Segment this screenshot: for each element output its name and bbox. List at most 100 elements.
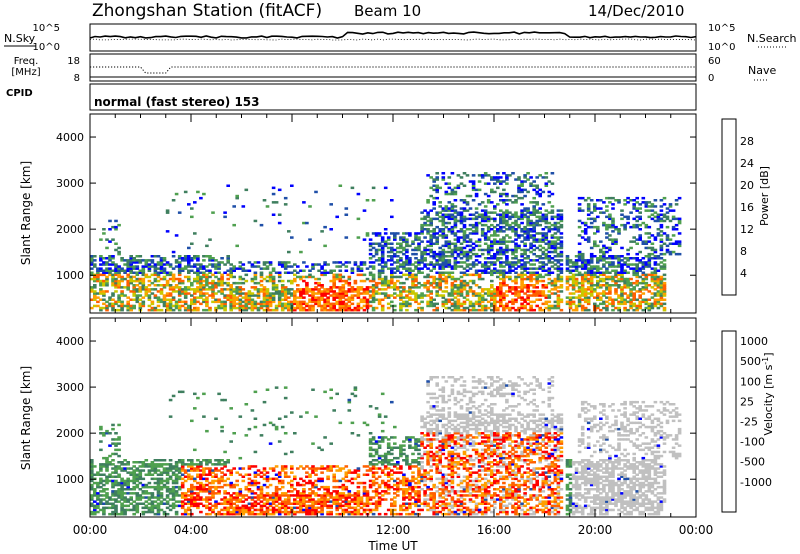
heatmap-cell <box>141 300 146 304</box>
heatmap-cell <box>141 463 146 466</box>
heatmap-cell <box>420 267 424 270</box>
heatmap-cell <box>174 304 179 308</box>
heatmap-cell <box>165 294 170 297</box>
heatmap-cell <box>502 273 506 277</box>
heatmap-cell <box>187 259 191 262</box>
heatmap-cell <box>544 234 549 237</box>
heatmap-cell <box>159 463 164 466</box>
heatmap-cell <box>165 304 170 308</box>
heatmap-cell <box>644 281 649 285</box>
heatmap-cell <box>147 290 152 293</box>
heatmap-cell <box>529 230 533 233</box>
heatmap-cell <box>641 201 646 204</box>
heatmap-cell <box>662 252 667 256</box>
heatmap-cell <box>156 279 161 283</box>
heatmap-cell <box>605 225 609 229</box>
heatmap-cell <box>120 286 124 289</box>
heatmap-cell <box>153 467 158 470</box>
heatmap-cell <box>390 215 394 219</box>
heatmap-cell <box>329 203 333 206</box>
heatmap-cell <box>593 225 597 229</box>
heatmap-cell <box>287 306 291 310</box>
heatmap-cell <box>502 188 506 192</box>
heatmap-cell <box>586 240 591 243</box>
heatmap-cell <box>399 275 403 279</box>
heatmap-cell <box>277 300 282 304</box>
heatmap-cell <box>638 211 642 214</box>
heatmap-cell <box>371 246 376 250</box>
heatmap-cell <box>608 261 612 264</box>
heatmap-cell <box>156 481 161 485</box>
heatmap-cell <box>632 298 636 301</box>
heatmap-cell <box>620 302 624 306</box>
heatmap-cell <box>665 248 670 252</box>
heatmap-cell <box>320 308 324 312</box>
heatmap-cell <box>405 300 409 304</box>
heatmap-cell <box>329 269 333 272</box>
heatmap-cell <box>217 281 221 285</box>
heatmap-cell <box>296 275 300 279</box>
heatmap-cell <box>338 269 343 272</box>
heatmap-cell <box>377 271 382 274</box>
heatmap-cell <box>505 263 509 266</box>
heatmap-cell <box>617 308 621 312</box>
heatmap-cell <box>556 228 561 231</box>
heatmap-cell <box>671 228 676 231</box>
heatmap-cell <box>623 284 627 287</box>
heatmap-cell <box>456 184 461 187</box>
heatmap-cell <box>496 234 500 237</box>
heatmap-cell <box>620 269 624 272</box>
heatmap-cell <box>671 234 676 237</box>
heatmap-cell <box>362 304 367 308</box>
heatmap-cell <box>641 263 646 266</box>
heatmap-cell <box>580 304 585 308</box>
heatmap-cell <box>196 279 200 283</box>
heatmap-cell <box>653 261 658 264</box>
heatmap-cell <box>420 294 424 297</box>
heatmap-cell <box>402 261 406 264</box>
heatmap-cell <box>320 296 324 299</box>
heatmap-cell <box>99 273 103 277</box>
heatmap-cell <box>187 255 191 258</box>
heatmap-cell <box>441 300 446 304</box>
heatmap-cell <box>335 300 339 304</box>
heatmap-cell <box>220 485 224 489</box>
heatmap-cell <box>132 257 136 260</box>
heatmap-cell <box>168 459 173 462</box>
heatmap-cell <box>538 257 542 260</box>
heatmap-cell <box>317 304 321 308</box>
heatmap-cell <box>493 205 497 208</box>
heatmap-cell <box>417 244 421 248</box>
heatmap-cell <box>647 209 652 212</box>
heatmap-cell <box>647 215 652 219</box>
heatmap-cell <box>390 273 394 277</box>
heatmap-cell <box>529 271 533 274</box>
heatmap-cell <box>396 265 400 268</box>
heatmap-cell <box>350 271 355 274</box>
heatmap-cell <box>280 292 285 295</box>
heatmap-cell <box>602 250 606 254</box>
heatmap-cell <box>414 277 418 281</box>
heatmap-cell <box>132 469 136 472</box>
heatmap-cell <box>638 281 642 285</box>
heatmap-cell <box>335 294 339 297</box>
heatmap-cell <box>390 199 394 202</box>
heatmap-cell <box>559 298 564 301</box>
heatmap-cell <box>99 427 103 431</box>
heatmap-cell <box>123 271 127 274</box>
heatmap-cell <box>377 263 382 266</box>
heatmap-cell <box>632 267 636 270</box>
heatmap-cell <box>629 263 633 266</box>
heatmap-cell <box>126 286 130 289</box>
heatmap-cell <box>193 298 197 301</box>
heatmap-cell <box>477 180 482 183</box>
heatmap-cell <box>450 232 455 235</box>
heatmap-cell <box>547 267 552 270</box>
heatmap-cell <box>480 234 485 237</box>
heatmap-cell <box>211 490 215 493</box>
heatmap-cell <box>190 512 194 516</box>
heatmap-cell <box>193 502 197 505</box>
heatmap-cell <box>605 275 609 279</box>
heatmap-cell <box>505 240 509 243</box>
heatmap-cell <box>453 277 458 281</box>
